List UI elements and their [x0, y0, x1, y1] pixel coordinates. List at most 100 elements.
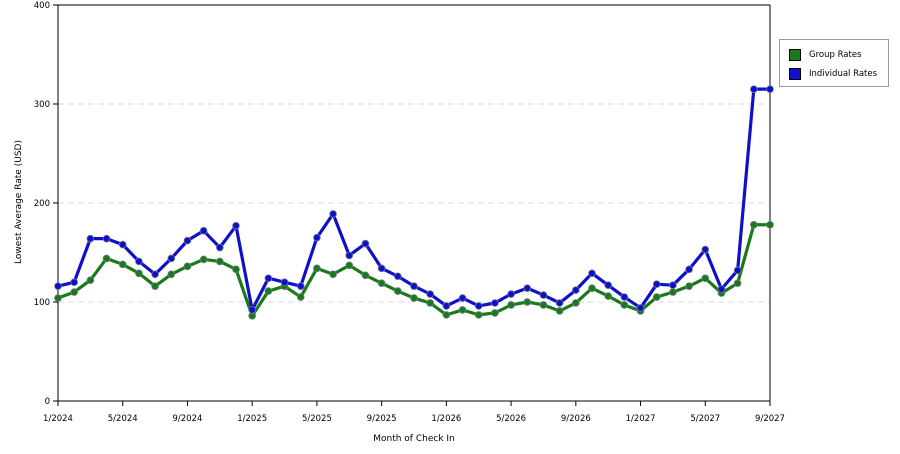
- data-point-group-rates: [572, 299, 580, 307]
- data-point-individual-rates: [636, 304, 645, 312]
- data-point-group-rates: [442, 311, 451, 319]
- data-point-group-rates: [135, 269, 143, 278]
- data-point-individual-rates: [604, 281, 612, 289]
- data-point-individual-rates: [216, 243, 224, 252]
- data-point-individual-rates: [70, 278, 78, 287]
- series-lines: [54, 85, 774, 320]
- data-point-group-rates: [733, 279, 742, 287]
- data-point-group-rates: [491, 309, 499, 317]
- data-point-individual-rates: [539, 291, 548, 299]
- series-group-rates: [54, 220, 774, 320]
- data-point-group-rates: [70, 288, 78, 296]
- data-point-individual-rates: [717, 285, 726, 293]
- data-point-individual-rates: [151, 270, 159, 279]
- data-point-group-rates: [345, 261, 354, 270]
- data-point-group-rates: [766, 220, 774, 229]
- data-point-individual-rates: [54, 282, 62, 290]
- legend-label-individual-rates: Individual Rates: [809, 69, 878, 79]
- data-point-individual-rates: [345, 251, 354, 260]
- data-point-individual-rates: [167, 254, 176, 263]
- data-point-individual-rates: [410, 282, 418, 290]
- series-individual-rates: [54, 85, 774, 314]
- data-point-group-rates: [458, 306, 467, 314]
- data-point-individual-rates: [458, 294, 467, 302]
- data-point-individual-rates: [313, 233, 321, 242]
- data-point-individual-rates: [572, 286, 580, 294]
- data-point-individual-rates: [685, 265, 693, 274]
- data-point-individual-rates: [750, 85, 758, 93]
- data-point-group-rates: [329, 270, 337, 279]
- data-point-individual-rates: [523, 284, 532, 292]
- x-axis-ticks: 1/2024 5/2024 9/2024 1/2025 5/2025 9/2025 1/20…: [43, 401, 785, 424]
- y-tick-label: 200: [34, 199, 50, 209]
- data-point-group-rates: [750, 220, 758, 229]
- data-point-individual-rates: [199, 226, 208, 235]
- data-point-group-rates: [410, 294, 418, 302]
- data-point-individual-rates: [669, 281, 677, 289]
- data-point-group-rates: [394, 287, 402, 295]
- data-point-individual-rates: [361, 239, 370, 248]
- data-point-group-rates: [523, 298, 532, 306]
- data-point-individual-rates: [588, 269, 596, 278]
- data-point-individual-rates: [296, 282, 305, 290]
- data-point-group-rates: [54, 294, 62, 302]
- x-tick-label: 5/2025: [302, 414, 332, 424]
- data-point-individual-rates: [507, 290, 515, 298]
- data-point-group-rates: [183, 262, 192, 271]
- data-point-group-rates: [588, 284, 596, 292]
- data-point-group-rates: [701, 274, 710, 283]
- data-point-individual-rates: [232, 221, 240, 230]
- data-point-individual-rates: [652, 280, 661, 288]
- gridlines: [58, 103, 770, 303]
- data-point-individual-rates: [118, 240, 127, 249]
- data-point-group-rates: [167, 270, 176, 279]
- data-point-group-rates: [313, 264, 321, 273]
- y-tick-label: 100: [34, 298, 50, 308]
- x-tick-label: 1/2026: [431, 414, 461, 424]
- x-tick-label: 1/2025: [237, 414, 267, 424]
- data-point-group-rates: [474, 311, 483, 319]
- x-tick-label: 1/2024: [43, 414, 73, 424]
- data-point-individual-rates: [555, 299, 564, 307]
- data-point-group-rates: [507, 301, 515, 309]
- x-tick-label: 5/2024: [108, 414, 138, 424]
- data-point-individual-rates: [86, 234, 95, 243]
- data-point-group-rates: [555, 307, 564, 315]
- data-point-group-rates: [264, 287, 273, 295]
- data-point-individual-rates: [102, 234, 111, 243]
- y-axis-label: Lowest Average Rate (USD): [14, 140, 24, 264]
- data-point-individual-rates: [248, 306, 256, 314]
- data-point-individual-rates: [280, 278, 289, 287]
- data-point-individual-rates: [135, 257, 143, 266]
- data-point-group-rates: [86, 276, 95, 285]
- data-point-individual-rates: [442, 302, 451, 310]
- data-point-group-rates: [426, 299, 434, 307]
- data-point-group-rates: [216, 257, 224, 266]
- legend-swatch-individual-rates: [789, 68, 801, 80]
- x-axis-label: Month of Check In: [373, 434, 455, 444]
- data-point-individual-rates: [491, 299, 499, 307]
- data-point-group-rates: [102, 254, 111, 263]
- data-point-individual-rates: [733, 266, 742, 275]
- data-point-group-rates: [539, 301, 548, 309]
- data-point-individual-rates: [329, 210, 337, 218]
- legend-item-individual-rates: Individual Rates: [789, 67, 877, 81]
- data-point-group-rates: [685, 282, 693, 290]
- x-tick-label: 1/2027: [626, 414, 656, 424]
- data-point-individual-rates: [183, 236, 192, 245]
- data-point-group-rates: [620, 301, 629, 309]
- data-point-individual-rates: [766, 85, 774, 93]
- series-line-individual-rates: [57, 87, 770, 312]
- data-point-individual-rates: [264, 274, 273, 283]
- data-point-group-rates: [199, 255, 208, 264]
- x-tick-label: 9/2025: [367, 414, 397, 424]
- legend-swatch-group-rates: [789, 49, 801, 61]
- data-point-group-rates: [669, 288, 677, 296]
- legend-label-group-rates: Group Rates: [809, 50, 862, 60]
- x-tick-label: 9/2027: [755, 414, 785, 424]
- data-point-individual-rates: [426, 290, 434, 298]
- x-tick-label: 9/2024: [173, 414, 203, 424]
- data-point-group-rates: [118, 260, 127, 269]
